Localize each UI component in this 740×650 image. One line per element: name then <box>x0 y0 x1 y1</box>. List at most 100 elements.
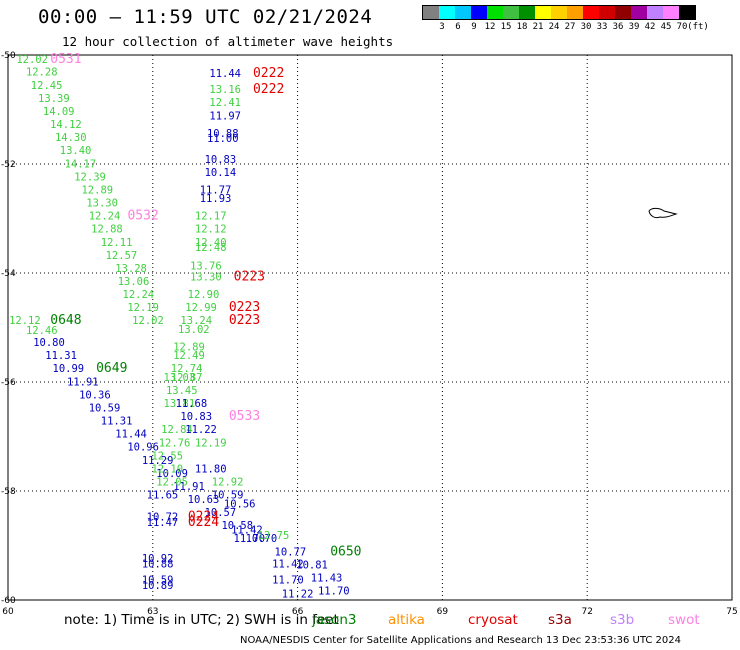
longitude-tick-label: 60 <box>2 607 14 617</box>
longitude-tick-label: 69 <box>437 607 449 617</box>
wave-height-label: 12.88 <box>91 224 123 236</box>
color-scale-label: 15 <box>500 22 512 32</box>
color-scale-label: 39 <box>628 22 640 32</box>
wave-height-label: 10.83 <box>180 411 212 423</box>
wave-height-label: 10.77 <box>275 546 307 558</box>
color-scale-box <box>503 6 519 19</box>
wave-height-label: 12.84 <box>161 424 193 436</box>
pass-time-label: 0531 <box>50 52 81 67</box>
color-scale-box <box>599 6 615 19</box>
wave-height-label: 10.88 <box>142 558 174 570</box>
pass-time-label: 0222 <box>253 66 284 81</box>
pass-time-label: 0650 <box>330 544 361 559</box>
wave-height-label: 10.56 <box>224 498 256 510</box>
wave-height-label: 12.48 <box>195 242 227 254</box>
pass-time-label: 0648 <box>50 313 81 328</box>
color-scale-boxes <box>422 5 696 20</box>
wave-height-label: 12.45 <box>31 80 63 92</box>
wave-height-label: 12.90 <box>188 289 220 301</box>
wave-height-label: 10.72 <box>147 511 179 523</box>
wave-height-label: 10.57 <box>205 507 237 519</box>
wave-height-label: 10.59 <box>142 575 174 587</box>
pass-time-label: 0222 <box>253 82 284 97</box>
wave-height-label: 12.89 <box>81 184 113 196</box>
wave-height-label: 10.92 <box>142 553 174 565</box>
wave-height-label: 11.47 <box>147 517 179 529</box>
wave-height-label: 13.28 <box>115 263 147 275</box>
wave-height-label: 10.81 <box>296 559 328 571</box>
longitude-tick-label: 75 <box>726 607 737 617</box>
wave-height-label: 13.06 <box>118 276 150 288</box>
wave-height-label: 10.58 <box>221 520 253 532</box>
wave-height-label: 12.75 <box>258 530 290 542</box>
longitude-tick-label: 72 <box>581 607 592 617</box>
wave-height-label: 10.96 <box>127 442 159 454</box>
wave-height-label: 12.24 <box>123 289 155 301</box>
wave-height-label: 12.12 <box>9 315 41 327</box>
pass-time-label: 0649 <box>96 361 127 376</box>
wave-height-label: 13.39 <box>38 93 70 105</box>
color-scale-box <box>551 6 567 19</box>
wave-height-label: 12.57 <box>106 250 138 262</box>
wave-height-label: 11.22 <box>185 424 217 436</box>
wave-height-label: 14.09 <box>43 106 75 118</box>
wave-height-label: 10.09 <box>156 468 188 480</box>
latitude-tick-label: -56 <box>1 378 16 388</box>
wave-height-label: 10.80 <box>33 337 65 349</box>
wave-height-label: 11.29 <box>142 455 174 467</box>
wave-height-label: 11.70 <box>234 533 266 545</box>
wave-height-color-scale: 3 6 9 12 15 18 21 24 27 30 33 36 39 42 45 70 (ft) <box>422 5 709 34</box>
wave-height-label: 11.44 <box>209 68 241 80</box>
wave-height-label: 13.81 <box>164 398 196 410</box>
color-scale-box <box>631 6 647 19</box>
pass-time-label: 0532 <box>127 209 158 224</box>
color-scale-box <box>567 6 583 19</box>
wave-height-label: 10.83 <box>205 154 237 166</box>
wave-height-label: 12.02 <box>16 54 48 66</box>
color-scale-label: 36 <box>612 22 624 32</box>
wave-height-label: 11.22 <box>282 588 314 600</box>
wave-height-label: 11.44 <box>115 429 147 441</box>
longitude-tick-label: 66 <box>292 607 304 617</box>
wave-height-label: 11.80 <box>195 463 227 475</box>
color-scale-label: (ft) <box>687 22 709 32</box>
color-scale-label: 45 <box>660 22 672 32</box>
color-scale-box <box>439 6 455 19</box>
wave-height-label: 12.17 <box>195 211 227 223</box>
wave-height-label: 11.91 <box>173 481 205 493</box>
map-frame <box>7 54 733 601</box>
wave-height-label: 13.16 <box>209 84 241 96</box>
wave-height-label: 11.31 <box>45 350 77 362</box>
wave-height-label: 12.11 <box>101 237 133 249</box>
color-scale-label: 9 <box>471 22 477 32</box>
color-scale-label: 18 <box>516 22 528 32</box>
color-scale-label: 33 <box>596 22 608 32</box>
color-scale-box <box>647 6 663 19</box>
wave-height-label: 12.89 <box>173 341 205 353</box>
pass-time-label: 0223 <box>229 300 260 315</box>
wave-height-label: 13.76 <box>190 261 222 273</box>
satellite-legend-item: altika <box>388 612 425 628</box>
color-scale-label: 24 <box>548 22 560 32</box>
latitude-tick-label: -50 <box>1 51 16 61</box>
color-scale-label: 70 <box>676 22 688 32</box>
wave-height-label: 13.40 <box>60 145 92 157</box>
wave-height-label: 13.30 <box>86 198 118 210</box>
wave-height-label: 11.42 <box>231 525 263 537</box>
footer-note: note: 1) Time is in UTC; 2) SWH is in fe… <box>64 612 339 628</box>
wave-height-label: 10.88 <box>207 128 239 140</box>
page-subtitle: 12 hour collection of altimeter wave hei… <box>62 34 394 49</box>
pass-time-label: 0533 <box>229 409 260 424</box>
color-scale-label: 6 <box>455 22 461 32</box>
wave-height-label: 11.70 <box>318 586 350 598</box>
pass-time-label: 0224 <box>188 515 219 530</box>
wave-height-label: 12.87 <box>171 372 203 384</box>
color-scale-box <box>663 6 679 19</box>
satellite-legend-item: swot <box>668 612 700 628</box>
latitude-tick-label: -60 <box>1 596 16 606</box>
wave-height-label: 11.68 <box>176 398 208 410</box>
color-scale-labels: 3 6 9 12 15 18 21 24 27 30 33 36 39 42 45 70 (ft) <box>422 20 709 34</box>
page-title: 00:00 – 11:59 UTC 02/21/2024 <box>38 6 373 28</box>
wave-height-label: 11.00 <box>207 133 239 145</box>
wave-height-label: 14.17 <box>65 158 97 170</box>
